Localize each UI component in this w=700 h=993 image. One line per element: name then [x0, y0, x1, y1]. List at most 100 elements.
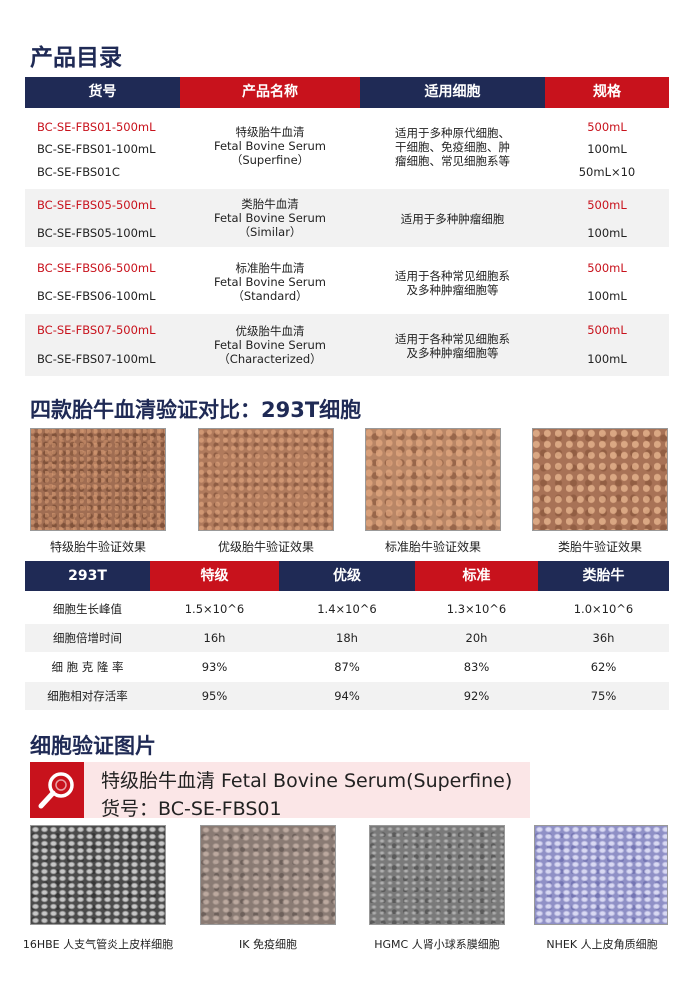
- header-code: 货号: [25, 77, 180, 108]
- metric-label: 细胞生长峰值: [53, 602, 122, 616]
- table-row: 细胞生长峰值 1.5×10^6 1.4×10^6 1.3×10^6 1.0×10…: [25, 595, 669, 623]
- cell-image-similar: [532, 428, 668, 531]
- image-caption: 类胎牛验证效果: [557, 540, 642, 554]
- metric-value: 95%: [201, 689, 228, 703]
- product-code: BC-SE-FBS07-500mL: [37, 323, 156, 337]
- comparison-header-row: 293T 特级 优级 标准 类胎牛: [25, 561, 669, 591]
- metric-value: 18h: [336, 631, 358, 645]
- applicable-cells: 适用于多种原代细胞、: [395, 126, 510, 140]
- table-row: 细胞倍增时间 16h 18h 20h 36h: [25, 624, 669, 652]
- catalog-header-row: 货号 产品名称 适用细胞 规格: [25, 77, 669, 108]
- header-standard: 标准: [415, 561, 538, 591]
- table-row: 细 胞 克 隆 率 93% 87% 83% 62%: [25, 653, 669, 681]
- catalog-group-fbs06: BC-SE-FBS06-500mL BC-SE-FBS06-100mL 标准胎牛…: [25, 252, 669, 310]
- metric-value: 62%: [590, 660, 617, 674]
- product-name-cn: 类胎牛血清: [241, 197, 299, 211]
- metric-value: 92%: [463, 689, 490, 703]
- metric-value: 1.4×10^6: [317, 602, 377, 616]
- image-caption: IK 免疫细胞: [239, 938, 297, 951]
- cell-image-characterized: [198, 428, 334, 531]
- product-spec: 100mL: [587, 226, 627, 240]
- product-spec: 500mL: [587, 261, 627, 275]
- metric-label: 细 胞 克 隆 率: [51, 660, 124, 674]
- product-code: BC-SE-FBS01C: [37, 165, 120, 179]
- image-caption: 特级胎牛验证效果: [49, 540, 146, 554]
- metric-value: 94%: [334, 689, 360, 703]
- cell-image-standard: [365, 428, 501, 531]
- product-spec: 50mL×10: [578, 165, 636, 179]
- product-name-cn: 优级胎牛血清: [235, 324, 305, 338]
- product-name-grade: （Standard）: [232, 289, 308, 303]
- applicable-cells: 适用于各种常见细胞系: [395, 332, 510, 346]
- metric-value: 16h: [203, 631, 226, 645]
- catalog-title: 产品目录: [30, 45, 122, 71]
- product-spec: 100mL: [587, 142, 627, 156]
- product-name-line: 特级胎牛血清 Fetal Bovine Serum(Superfine): [101, 770, 513, 792]
- image-caption: 标准胎牛验证效果: [384, 540, 481, 554]
- product-code: BC-SE-FBS05-500mL: [37, 198, 156, 212]
- metric-value: 36h: [592, 631, 615, 645]
- applicable-cells: 适用于各种常见细胞系: [395, 269, 510, 283]
- product-spec: 500mL: [587, 323, 627, 337]
- metric-value: 75%: [590, 689, 617, 703]
- header-spec: 规格: [545, 77, 669, 108]
- product-name-cn: 标准胎牛血清: [235, 261, 305, 275]
- product-name-en: Fetal Bovine Serum: [213, 139, 326, 153]
- metric-value: 83%: [463, 660, 490, 674]
- header-similar: 类胎牛: [538, 561, 669, 591]
- product-code-line: 货号：BC-SE-FBS01: [101, 798, 282, 820]
- applicable-cells: 及多种肿瘤细胞等: [406, 346, 499, 360]
- header-name: 产品名称: [180, 77, 360, 108]
- product-code: BC-SE-FBS06-100mL: [37, 289, 156, 303]
- product-spec: 500mL: [587, 120, 627, 134]
- image-caption: 优级胎牛验证效果: [217, 540, 314, 554]
- image-caption: HGMC 人肾小球系膜细胞: [374, 938, 500, 951]
- applicable-cells: 瘤细胞、常见细胞系等: [395, 154, 510, 168]
- cell-image-hgmc: [369, 825, 505, 925]
- header-superfine: 特级: [150, 561, 279, 591]
- product-name-grade: （Similar）: [238, 225, 302, 239]
- product-spec: 100mL: [587, 352, 627, 366]
- product-code: BC-SE-FBS01-500mL: [37, 120, 156, 134]
- metric-value: 1.5×10^6: [184, 602, 245, 616]
- metric-value: 1.0×10^6: [573, 602, 634, 616]
- cell-image-ik: [200, 825, 336, 925]
- cell-image-16hbe: [30, 825, 166, 925]
- product-name-en: Fetal Bovine Serum: [213, 338, 326, 352]
- header-cells: 适用细胞: [360, 77, 545, 108]
- search-icon: [30, 762, 84, 818]
- image-caption: NHEK 人上皮角质细胞: [546, 938, 658, 951]
- applicable-cells: 及多种肿瘤细胞等: [406, 283, 499, 297]
- cell-image-nhek: [534, 825, 668, 925]
- metric-value: 87%: [334, 660, 360, 674]
- header-characterized: 优级: [279, 561, 415, 591]
- catalog-group-fbs01: BC-SE-FBS01-500mL BC-SE-FBS01-100mL BC-S…: [25, 110, 669, 186]
- catalog-group-fbs05: BC-SE-FBS05-500mL BC-SE-FBS05-100mL 类胎牛血…: [25, 189, 669, 247]
- metric-value: 93%: [201, 660, 228, 674]
- metric-label: 细胞倍增时间: [53, 631, 122, 645]
- product-code: BC-SE-FBS07-100mL: [37, 352, 156, 366]
- product-name-en: Fetal Bovine Serum: [213, 275, 326, 289]
- metric-value: 1.3×10^6: [446, 602, 507, 616]
- applicable-cells: 适用于多种肿瘤细胞: [400, 212, 505, 226]
- catalog-group-fbs07: BC-SE-FBS07-500mL BC-SE-FBS07-100mL 优级胎牛…: [25, 314, 669, 376]
- product-spec: 500mL: [587, 198, 627, 212]
- product-name-grade: （Superfine）: [230, 153, 310, 167]
- product-name-en: Fetal Bovine Serum: [213, 211, 326, 225]
- product-name-cn: 特级胎牛血清: [235, 125, 305, 139]
- image-caption: 16HBE 人支气管炎上皮样细胞: [22, 938, 174, 951]
- product-spec: 100mL: [587, 289, 627, 303]
- header-293t: 293T: [25, 561, 150, 591]
- product-code: BC-SE-FBS01-100mL: [37, 142, 156, 156]
- applicable-cells: 干细胞、免疫细胞、肿: [395, 140, 510, 154]
- table-row: 细胞相对存活率 95% 94% 92% 75%: [25, 682, 669, 710]
- metric-value: 20h: [465, 631, 488, 645]
- verification-title: 细胞验证图片: [30, 734, 156, 758]
- metric-label: 细胞相对存活率: [47, 689, 128, 703]
- product-name-grade: （Characterized）: [218, 352, 322, 366]
- product-banner: [30, 762, 530, 818]
- product-code: BC-SE-FBS05-100mL: [37, 226, 156, 240]
- product-code: BC-SE-FBS06-500mL: [37, 261, 156, 275]
- cell-image-superfine: [30, 428, 166, 531]
- comparison-title: 四款胎牛血清验证对比：293T细胞: [30, 398, 362, 422]
